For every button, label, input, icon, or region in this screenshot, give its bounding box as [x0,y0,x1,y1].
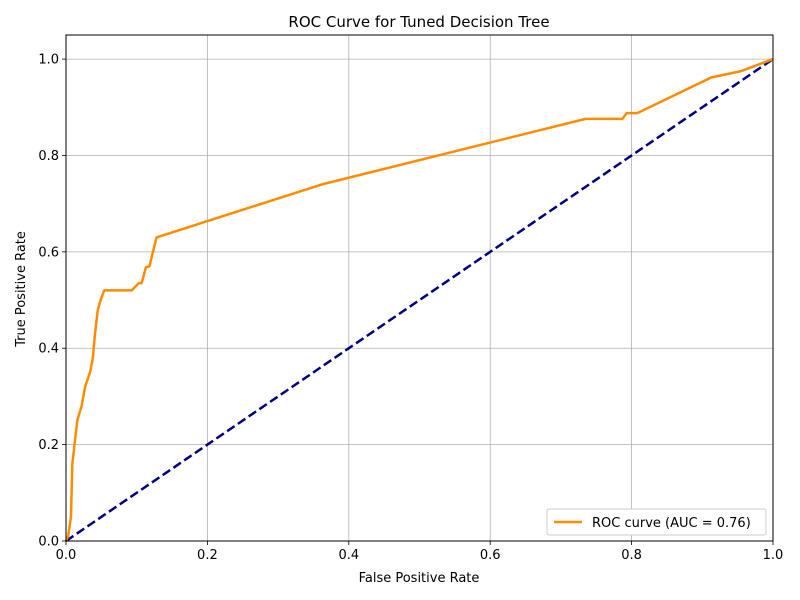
y-axis-ticks: 0.0 0.2 0.4 0.6 0.8 1.0 [38,53,66,550]
grid-lines [65,35,774,542]
y-tick-label: 0.8 [38,149,59,164]
legend-label-roc: ROC curve (AUC = 0.76) [592,516,751,531]
x-tick-label: 0.4 [338,548,359,563]
legend: ROC curve (AUC = 0.76) [546,508,767,536]
x-tick-label: 0.2 [197,548,218,563]
roc-curve-line [64,57,774,542]
y-tick-label: 0.0 [38,535,59,550]
x-tick-label: 0.8 [621,548,642,563]
diagonal-reference-line [65,58,774,543]
x-tick-label: 0.6 [480,548,501,563]
y-tick-label: 0.2 [38,438,59,453]
x-tick-label: 1.0 [763,548,784,563]
y-tick-label: 0.4 [38,342,59,357]
chart-title: ROC Curve for Tuned Decision Tree [288,13,549,31]
plot-frame [65,34,774,542]
series-layer [64,57,774,543]
x-axis-label: False Positive Rate [359,571,480,586]
legend-box [546,508,767,536]
x-tick-label: 0.0 [56,548,77,563]
x-axis-ticks: 0.0 0.2 0.4 0.6 0.8 1.0 [56,541,784,563]
y-tick-label: 0.6 [38,245,59,260]
y-axis-label: True Positive Rate [14,231,29,348]
y-tick-label: 1.0 [38,53,59,68]
